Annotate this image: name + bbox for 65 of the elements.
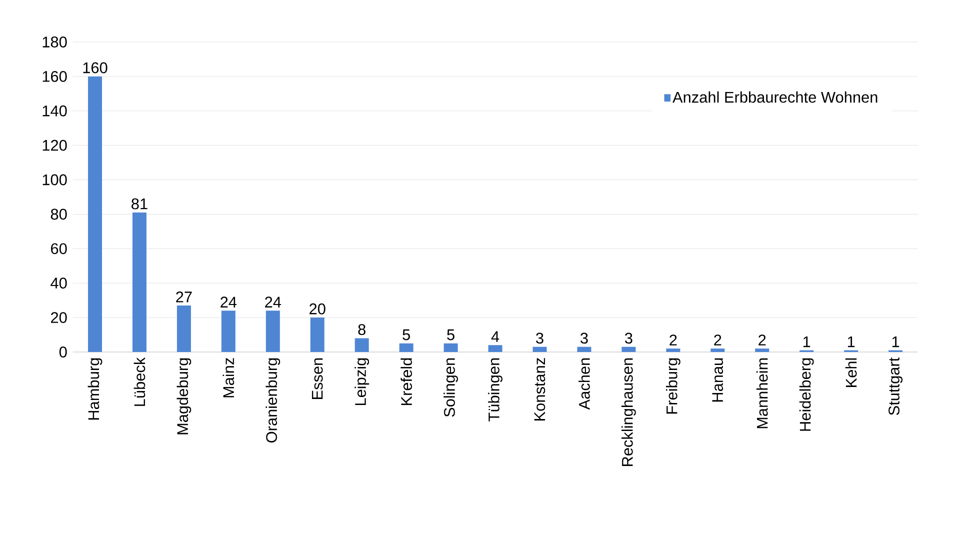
data-label: 160 xyxy=(83,62,108,74)
bar xyxy=(132,212,146,352)
x-tick-label: Stuttgart xyxy=(888,357,903,416)
data-label: 2 xyxy=(758,334,766,346)
x-tick-label: Magdeburg xyxy=(176,358,192,434)
x-tick-label: Freiburg xyxy=(666,358,680,414)
bar xyxy=(622,346,636,352)
y-tick-label: 180 xyxy=(42,36,67,48)
y-tick-label: 140 xyxy=(42,105,67,116)
y-tick-label: 40 xyxy=(50,278,67,289)
y-tick-label: 0 xyxy=(59,346,67,358)
y-tick-label: 100 xyxy=(42,174,67,186)
bar xyxy=(88,76,102,352)
data-label: 5 xyxy=(447,329,454,340)
data-label: 3 xyxy=(536,332,544,344)
legend-label: Anzahl Erbbaurechte Wohnen xyxy=(672,91,878,103)
bar xyxy=(310,318,324,352)
data-label: 1 xyxy=(803,336,810,348)
x-tick-label: Leipzig xyxy=(354,358,370,406)
bar xyxy=(710,348,725,352)
x-tick-label: Aachen xyxy=(578,358,590,410)
x-tick-label: Mannheim xyxy=(756,358,768,428)
data-label: 24 xyxy=(265,296,282,308)
bar xyxy=(266,310,280,352)
x-tick-label: Oranienburg xyxy=(266,358,280,442)
y-tick-label: 20 xyxy=(51,312,67,324)
bar xyxy=(488,345,502,352)
x-tick-label: Heidelberg xyxy=(799,358,814,431)
y-tick-label: 80 xyxy=(50,208,67,220)
y-tick-label: 160 xyxy=(42,70,67,82)
x-tick-label: Tübingen xyxy=(488,358,502,422)
x-tick-label: Lübeck xyxy=(134,357,146,406)
x-tick-label: Recklinghausen xyxy=(621,358,636,466)
data-label: 3 xyxy=(580,332,588,344)
data-label: 1 xyxy=(848,336,855,348)
x-tick-label: Krefeld xyxy=(400,358,412,406)
x-tick-label: Solingen xyxy=(444,358,458,417)
bar xyxy=(354,338,369,352)
x-tick-label: Kehl xyxy=(845,358,857,387)
data-label: 2 xyxy=(670,334,677,346)
x-tick-label: Essen xyxy=(312,358,323,399)
bar xyxy=(176,306,191,352)
bar xyxy=(666,348,680,352)
y-tick-label: 60 xyxy=(51,243,67,254)
x-tick-label: Mainz xyxy=(222,358,234,398)
bar xyxy=(221,310,236,352)
bar xyxy=(755,348,770,352)
x-tick-label: Hanau xyxy=(712,358,724,402)
bar xyxy=(577,346,592,352)
bar xyxy=(532,346,547,352)
bar xyxy=(399,343,414,352)
x-tick-label: Konstanz xyxy=(534,358,546,420)
data-label: 81 xyxy=(132,198,148,210)
data-label: 5 xyxy=(402,329,410,340)
data-label: 4 xyxy=(491,331,500,342)
data-label: 27 xyxy=(176,292,192,302)
data-label: 2 xyxy=(714,334,722,346)
data-label: 1 xyxy=(892,336,900,348)
data-label: 8 xyxy=(358,324,366,336)
x-tick-label: Hamburg xyxy=(88,358,102,420)
y-tick-label: 120 xyxy=(42,140,67,151)
data-label: 24 xyxy=(220,296,237,308)
data-label: 3 xyxy=(624,332,632,344)
data-label: 20 xyxy=(310,303,326,314)
bar xyxy=(444,343,458,352)
